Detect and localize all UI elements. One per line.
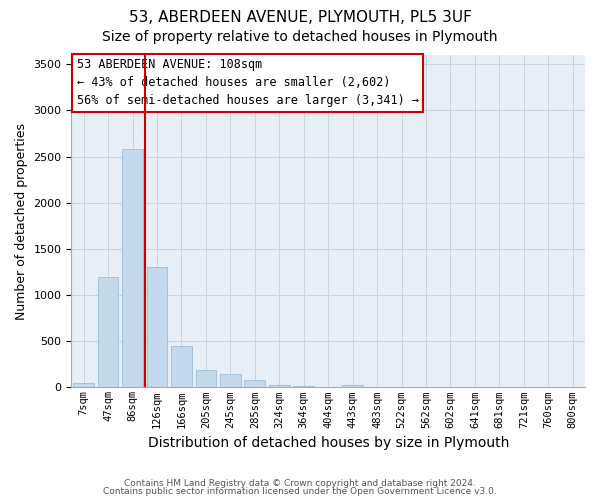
Text: Contains HM Land Registry data © Crown copyright and database right 2024.: Contains HM Land Registry data © Crown c… [124, 478, 476, 488]
Bar [220, 374, 241, 388]
Bar [269, 384, 290, 388]
Bar [73, 383, 94, 388]
Text: Contains public sector information licensed under the Open Government Licence v3: Contains public sector information licen… [103, 487, 497, 496]
Bar [342, 384, 363, 388]
Bar [171, 346, 192, 388]
Bar [293, 386, 314, 388]
Bar [98, 276, 118, 388]
Text: 53, ABERDEEN AVENUE, PLYMOUTH, PL5 3UF: 53, ABERDEEN AVENUE, PLYMOUTH, PL5 3UF [128, 10, 472, 25]
Bar [146, 268, 167, 388]
Y-axis label: Number of detached properties: Number of detached properties [15, 122, 28, 320]
Bar [196, 370, 217, 388]
Bar [244, 380, 265, 388]
Text: 53 ABERDEEN AVENUE: 108sqm
← 43% of detached houses are smaller (2,602)
56% of s: 53 ABERDEEN AVENUE: 108sqm ← 43% of deta… [77, 58, 419, 108]
Bar [122, 149, 143, 388]
X-axis label: Distribution of detached houses by size in Plymouth: Distribution of detached houses by size … [148, 436, 509, 450]
Text: Size of property relative to detached houses in Plymouth: Size of property relative to detached ho… [102, 30, 498, 44]
